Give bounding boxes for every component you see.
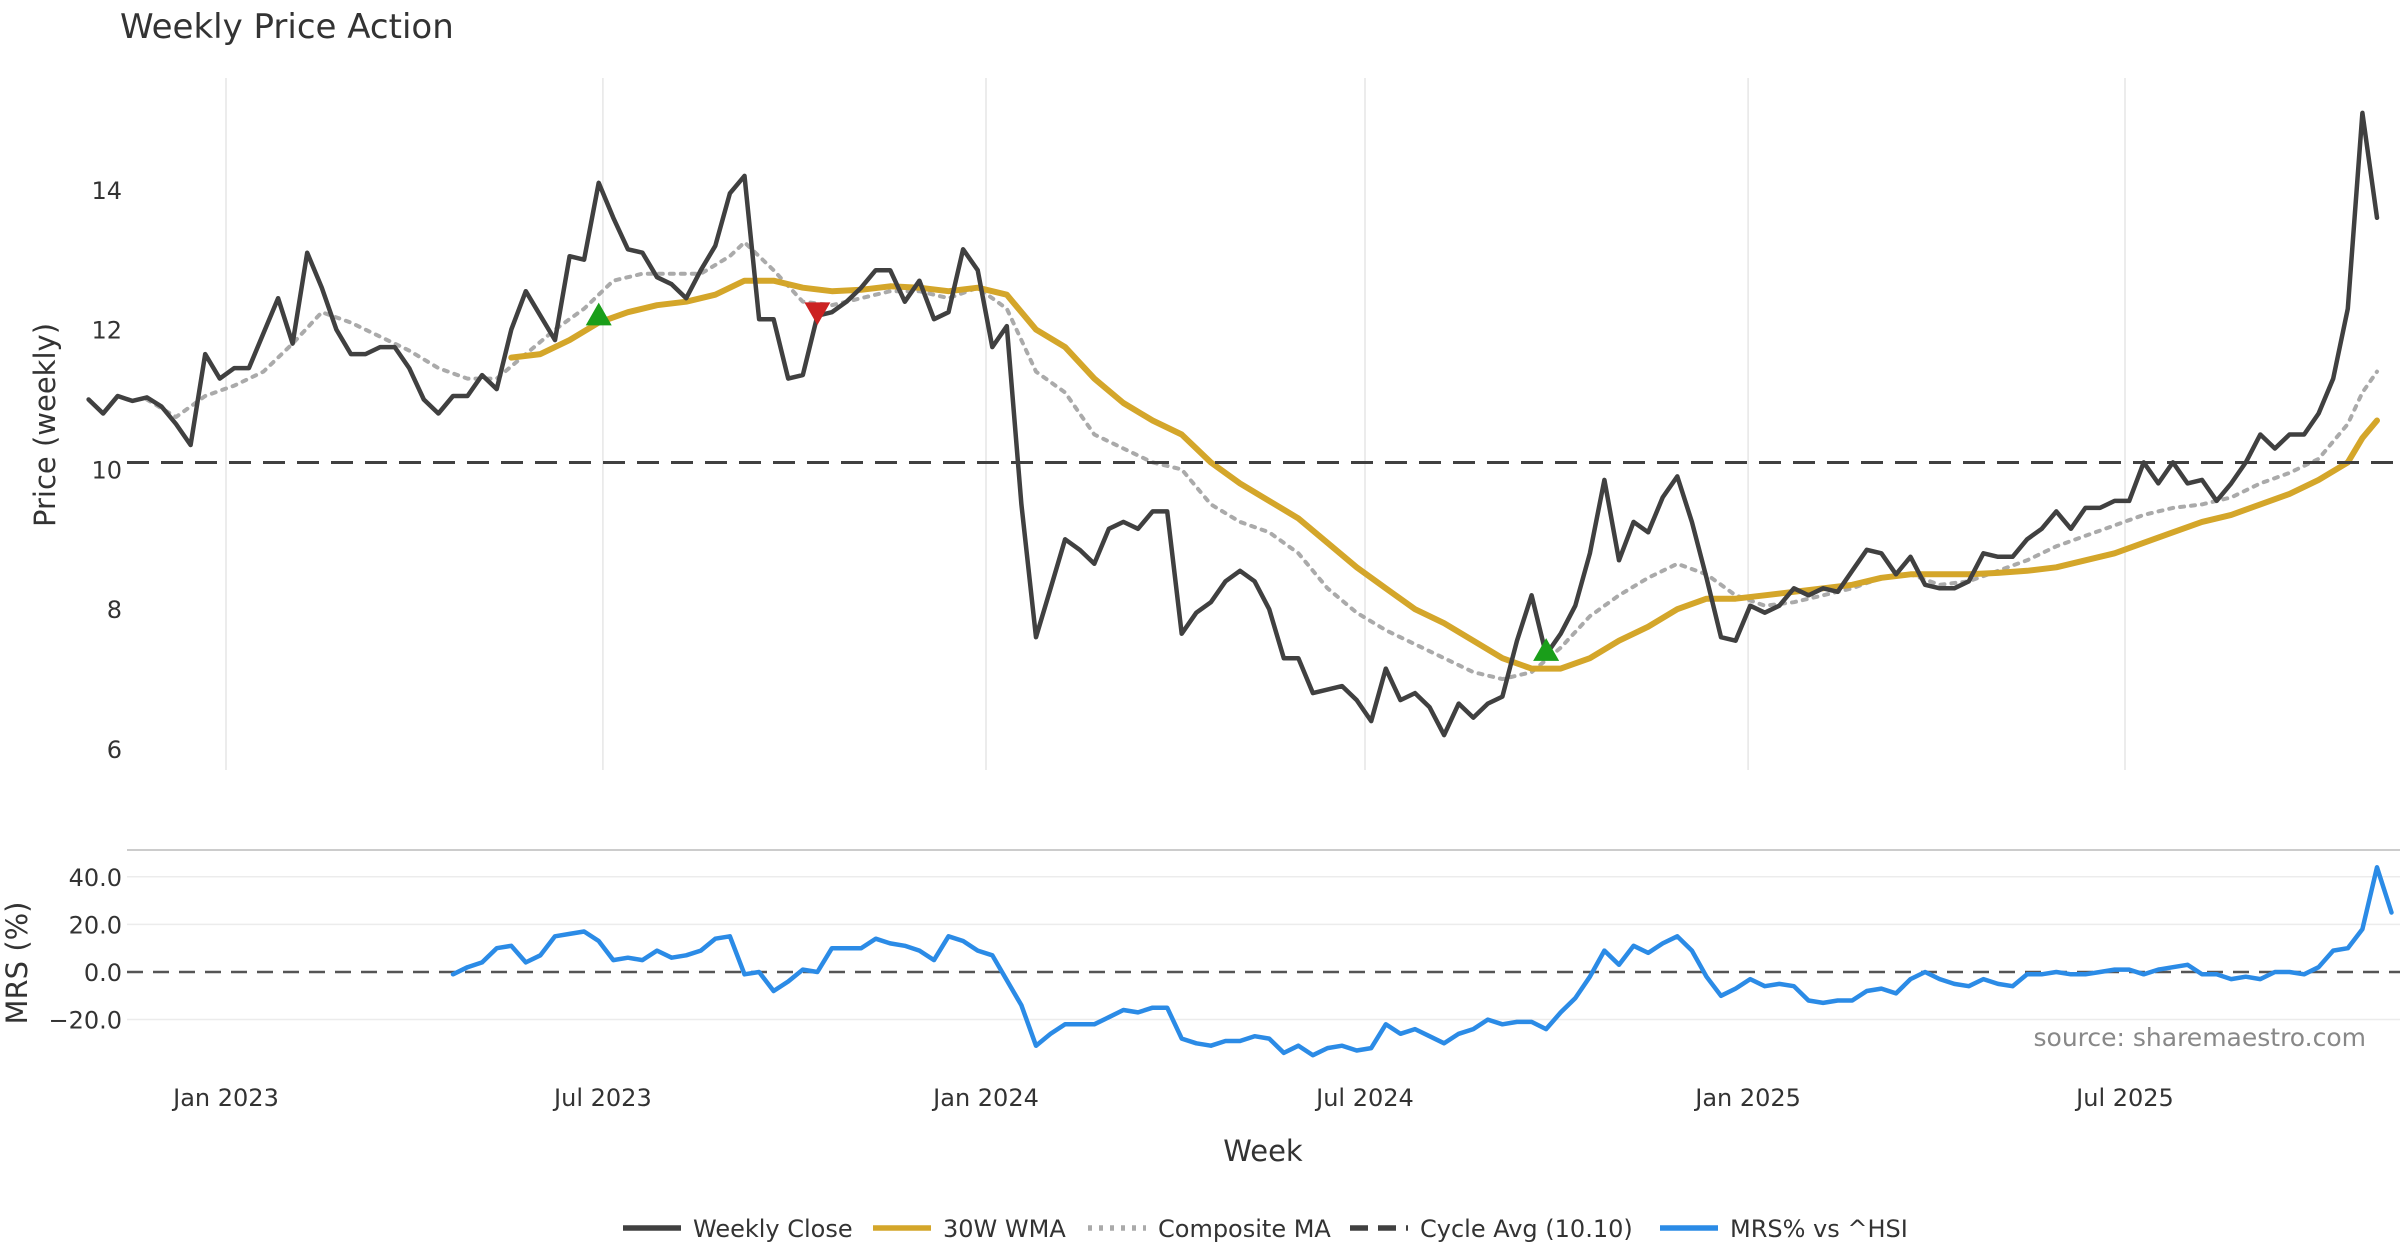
mrs-y-tick-label: −20.0 (48, 1007, 122, 1035)
legend-label: Weekly Close (693, 1215, 853, 1243)
x-tick-label: Jul 2023 (552, 1084, 652, 1112)
weekly-close-line (86, 110, 2380, 738)
legend-label: 30W WMA (943, 1215, 1066, 1243)
price-y-axis-ticks: 6 8 10 12 14 (91, 177, 122, 764)
legend-label: Cycle Avg (10.10) (1420, 1215, 1633, 1243)
signal-markers (585, 302, 1560, 661)
price-grid (225, 78, 2126, 770)
mrs-grid (127, 876, 2400, 1021)
price-y-tick-label: 12 (91, 317, 122, 345)
sell-signal-marker (804, 302, 831, 326)
price-y-tick-label: 14 (91, 177, 122, 205)
x-tick-label: Jan 2024 (931, 1084, 1039, 1112)
mrs-series (450, 865, 2394, 1058)
price-y-tick-label: 8 (107, 596, 122, 624)
buy-signal-marker (585, 302, 612, 326)
mrs-y-axis-ticks: 40.0 20.0 0.0 −20.0 (48, 864, 122, 1035)
chart-title: Weekly Price Action (120, 7, 454, 47)
mrs-y-tick-label: 20.0 (69, 911, 122, 939)
x-tick-label: Jul 2025 (2074, 1084, 2174, 1112)
wma-30w-line (508, 277, 2380, 672)
price-y-axis-label: Price (weekly) (28, 323, 62, 527)
legend-label: Composite MA (1158, 1215, 1331, 1243)
price-series (86, 110, 2400, 738)
composite-ma-line (144, 240, 2379, 682)
x-tick-label: Jan 2023 (171, 1084, 279, 1112)
x-tick-label: Jul 2024 (1314, 1084, 1414, 1112)
mrs-y-tick-label: 0.0 (84, 959, 122, 987)
x-axis-ticks: Jan 2023 Jul 2023 Jan 2024 Jul 2024 Jan 2025… (171, 1084, 2174, 1112)
x-axis-label: Week (1223, 1134, 1303, 1168)
buy-signal-marker (1533, 638, 1560, 661)
mrs-line (450, 865, 2394, 1058)
mrs-y-axis-label: MRS (%) (0, 902, 34, 1025)
x-tick-label: Jan 2025 (1693, 1084, 1801, 1112)
price-y-tick-label: 6 (107, 736, 122, 764)
mrs-y-tick-label: 40.0 (69, 864, 122, 892)
source-annotation: source: sharemaestro.com (2034, 1023, 2367, 1052)
price-y-tick-label: 10 (91, 456, 122, 484)
legend: Weekly Close 30W WMA Composite MA Cycle Avg… (623, 1215, 1908, 1243)
legend-label: MRS% vs ^HSI (1730, 1215, 1908, 1243)
